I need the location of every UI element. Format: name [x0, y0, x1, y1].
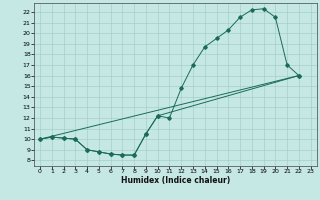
X-axis label: Humidex (Indice chaleur): Humidex (Indice chaleur) [121, 176, 230, 185]
